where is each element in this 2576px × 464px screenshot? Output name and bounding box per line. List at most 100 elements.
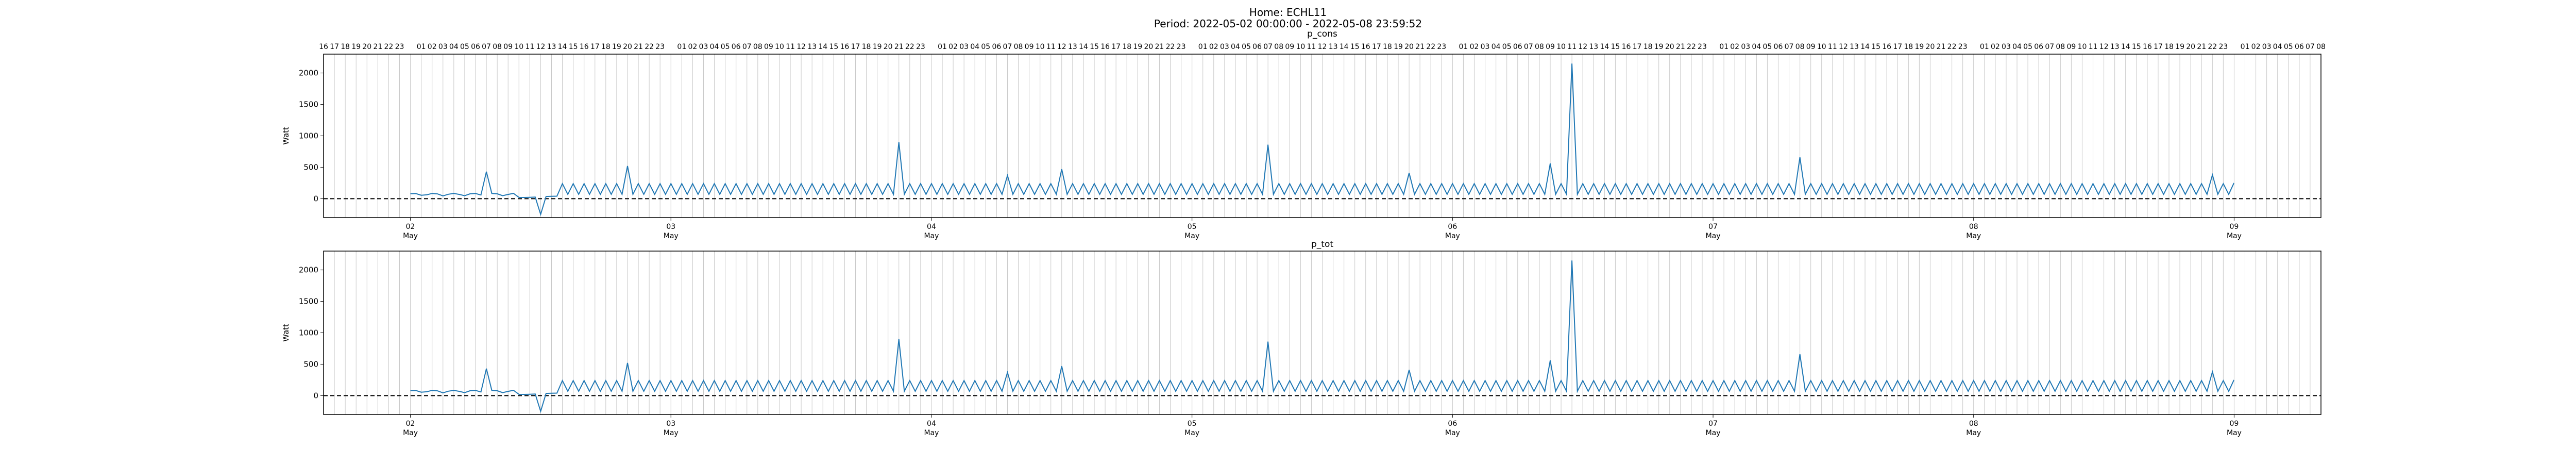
x-tick-label: 06: [1448, 420, 1457, 428]
hour-tick-label: 22: [1426, 43, 1435, 51]
hour-tick-label: 15: [829, 43, 838, 51]
hour-tick-label: 20: [1404, 43, 1414, 51]
hour-tick-label: 23: [655, 43, 665, 51]
y-tick-label: 500: [303, 162, 318, 172]
hour-tick-label: 08: [1795, 43, 1805, 51]
hour-tick-label: 04: [1231, 43, 1240, 51]
hour-tick-label: 06: [732, 43, 741, 51]
hour-tick-label: 21: [1415, 43, 1425, 51]
hour-tick-label: 13: [1329, 43, 1338, 51]
hour-tick-label: 08: [2056, 43, 2065, 51]
hour-tick-label: 09: [764, 43, 773, 51]
hour-tick-label: 23: [1698, 43, 1707, 51]
hour-tick-label: 18: [601, 43, 611, 51]
hour-tick-label: 23: [395, 43, 404, 51]
hour-tick-label: 07: [1524, 43, 1533, 51]
hour-tick-label: 09: [1025, 43, 1034, 51]
hour-tick-label: 01: [1719, 43, 1728, 51]
hour-tick-label: 06: [2034, 43, 2043, 51]
hour-tick-label: 07: [2045, 43, 2054, 51]
hour-tick-label: 09: [1546, 43, 1555, 51]
hour-tick-label: 03: [699, 43, 708, 51]
hour-tick-label: 01: [938, 43, 947, 51]
hour-tick-label: 12: [1057, 43, 1066, 51]
hour-tick-label: 09: [2066, 43, 2076, 51]
hour-tick-label: 19: [2175, 43, 2184, 51]
x-tick-label: 07: [1708, 420, 1718, 428]
hour-tick-label: 15: [1611, 43, 1620, 51]
x-tick-label: 07: [1708, 223, 1718, 231]
hour-tick-label: 08: [1535, 43, 1544, 51]
figure-title: Home: ECHL11: [1249, 6, 1327, 19]
hour-tick-label: 10: [1556, 43, 1566, 51]
top-hour-labels: 16 17 18 19 20 21 22 23 01 02 03 04 05 06 07 08 09 10 11 12…: [319, 43, 2326, 51]
y-tick-label: 1000: [299, 131, 318, 141]
hour-tick-label: 11: [1307, 43, 1316, 51]
hour-tick-label: 17: [1372, 43, 1381, 51]
hour-tick-label: 12: [796, 43, 806, 51]
x-tick-label: May: [403, 232, 418, 240]
hour-tick-label: 16: [1361, 43, 1370, 51]
x-tick-label: May: [1184, 429, 1199, 437]
x-tick-label: May: [1966, 429, 1981, 437]
hour-tick-label: 12: [1839, 43, 1848, 51]
hour-tick-label: 16: [1622, 43, 1631, 51]
hour-tick-label: 10: [775, 43, 784, 51]
y-tick-label: 2000: [299, 266, 318, 275]
hour-tick-label: 08: [1014, 43, 1023, 51]
hour-tick-label: 22: [1687, 43, 1696, 51]
hour-tick-label: 17: [1893, 43, 1902, 51]
chart-p-tot: p_tot0500100015002000Watt02May03May04May…: [281, 239, 2321, 437]
hour-tick-label: 08: [493, 43, 502, 51]
hour-tick-label: 06: [1513, 43, 1522, 51]
hour-tick-label: 04: [449, 43, 459, 51]
hour-tick-label: 21: [1937, 43, 1946, 51]
hour-tick-label: 11: [1567, 43, 1577, 51]
hour-tick-label: 07: [1003, 43, 1012, 51]
x-tick-label: May: [1445, 429, 1460, 437]
hour-tick-label: 01: [417, 43, 426, 51]
hour-tick-label: 22: [384, 43, 394, 51]
y-tick-label: 0: [313, 194, 318, 203]
hour-tick-label: 23: [1437, 43, 1446, 51]
y-tick-label: 1000: [299, 328, 318, 338]
hour-tick-label: 19: [873, 43, 882, 51]
x-tick-label: 08: [1969, 420, 1978, 428]
hour-tick-label: 08: [2316, 43, 2326, 51]
hour-tick-label: 13: [1589, 43, 1598, 51]
x-tick-label: May: [924, 429, 939, 437]
hour-tick-label: 10: [514, 43, 523, 51]
hour-tick-label: 07: [1785, 43, 1794, 51]
hour-tick-label: 08: [1274, 43, 1283, 51]
hour-tick-label: 17: [2154, 43, 2163, 51]
hour-tick-label: 02: [948, 43, 958, 51]
hour-tick-label: 07: [2306, 43, 2315, 51]
chart-title: p_cons: [1307, 29, 1337, 39]
hour-tick-label: 18: [862, 43, 871, 51]
hour-tick-label: 04: [2273, 43, 2282, 51]
hour-tick-label: 02: [1991, 43, 2000, 51]
hour-tick-label: 16: [1100, 43, 1110, 51]
y-axis: 0 500 1000 1500 2000: [299, 69, 324, 203]
hour-tick-label: 14: [1600, 43, 1609, 51]
hour-tick-label: 15: [1871, 43, 1880, 51]
x-tick-label: 09: [2230, 223, 2239, 231]
hour-tick-label: 20: [1926, 43, 1935, 51]
hour-tick-label: 06: [2295, 43, 2304, 51]
hour-tick-label: 23: [1958, 43, 1968, 51]
x-tick-label: 02: [406, 223, 415, 231]
hour-tick-label: 23: [1177, 43, 1186, 51]
hour-tick-label: 03: [1481, 43, 1490, 51]
x-tick-label: May: [664, 232, 679, 240]
hour-tick-label: 15: [1350, 43, 1360, 51]
hour-tick-label: 21: [1155, 43, 1164, 51]
hour-tick-label: 08: [753, 43, 762, 51]
hour-tick-label: 21: [1676, 43, 1685, 51]
hour-tick-label: 06: [471, 43, 480, 51]
hourly-grid: [323, 251, 2321, 415]
hour-tick-label: 22: [905, 43, 914, 51]
hour-tick-label: 13: [2110, 43, 2120, 51]
hour-tick-label: 01: [2241, 43, 2250, 51]
hour-tick-label: 01: [677, 43, 686, 51]
